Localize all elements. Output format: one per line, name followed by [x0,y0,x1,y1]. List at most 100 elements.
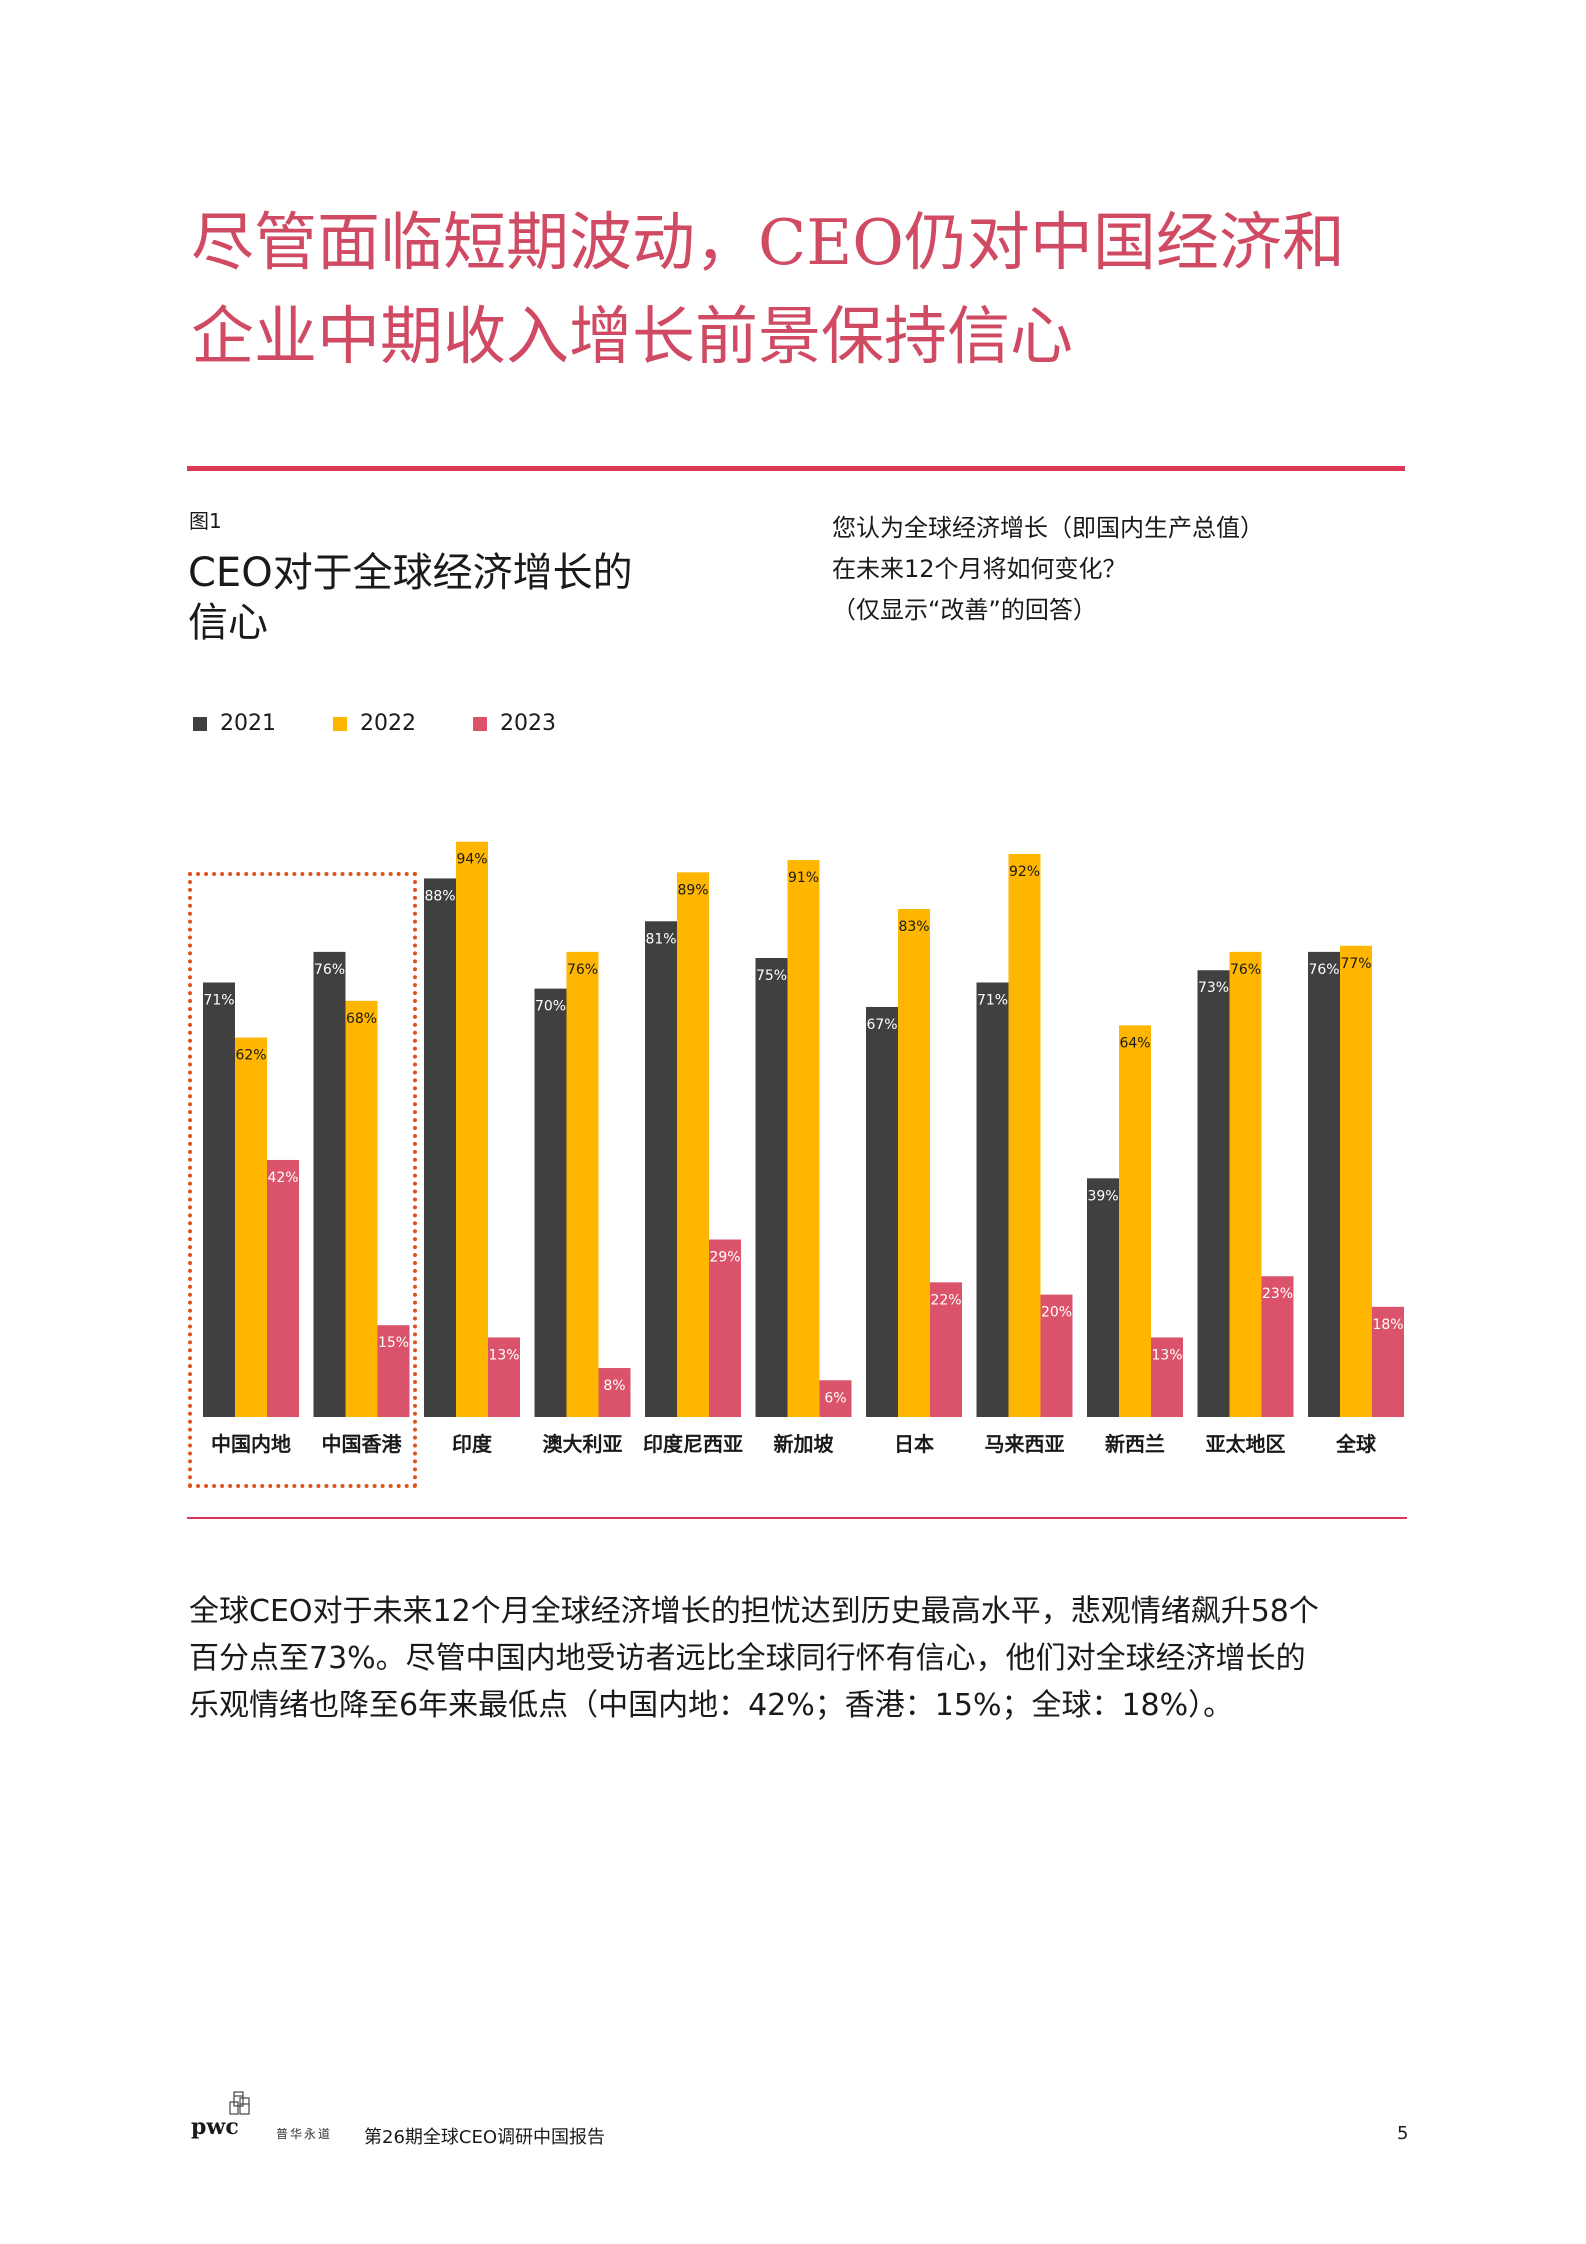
bar-2023 [1151,1337,1183,1417]
bar-2021 [976,982,1009,1417]
bar-2023 [1261,1276,1294,1417]
bar-2021 [645,921,677,1417]
data-label: 89% [677,882,708,898]
bar-2022 [677,872,709,1417]
bar-group: 81% 89% 29% 印度尼西亚 [643,872,743,1456]
report-name: 第26期全球CEO调研中国报告 [364,2127,606,2148]
bar-group: 67% 83% 22% 日本 [866,909,962,1456]
data-label: 64% [1119,1035,1150,1051]
bar-group: 70% 76% 8% 澳大利亚 [534,951,631,1456]
data-label: 20% [1041,1305,1072,1321]
pwc-logo-icon: pwc [191,2091,250,2140]
bar-2023 [819,1380,852,1417]
data-label: 6% [824,1390,846,1406]
bar-2021 [1197,970,1230,1417]
data-label: 94% [456,852,487,868]
data-label: 73% [1198,980,1229,996]
bar-group: 71% 92% 20% 马来西亚 [976,853,1073,1456]
bar-2022 [1229,951,1262,1417]
data-label: 22% [930,1292,961,1308]
bar-2022 [456,841,488,1417]
chart-title-line-2: 信心 [188,600,268,646]
legend-item-2022: 2022 [333,711,416,736]
legend-swatch [333,716,347,731]
data-label: 15% [378,1335,409,1351]
bar-2022 [566,951,599,1417]
data-label: 18% [1372,1317,1403,1333]
data-label: 62% [235,1048,266,1064]
bar-2022 [345,1000,378,1417]
bar-2023 [377,1325,410,1417]
legend-label: 2021 [220,711,276,736]
bar-2023 [1040,1294,1073,1417]
data-label: 88% [424,888,455,904]
survey-question-line-1: 您认为全球经济增长（即国内生产总值） [832,514,1264,542]
body-paragraph: 全球CEO对于未来12个月全球经济增长的担忧达到历史最高水平，悲观情绪飙升58个… [189,1588,1411,1729]
chart-title: CEO对于全球经济增长的 信心 [188,548,633,648]
data-label: 23% [1262,1286,1293,1302]
survey-question-line-2: 在未来12个月将如何变化？ [832,555,1127,583]
bar-2023 [267,1159,299,1417]
bar-2022 [1340,945,1372,1417]
bar-group: 76% 68% 15% 中国香港 [313,951,410,1456]
data-label: 42% [267,1170,298,1186]
bar-2023 [488,1337,520,1417]
data-label: 39% [1087,1188,1118,1204]
data-label: 70% [535,999,566,1015]
data-label: 13% [488,1347,519,1363]
bar-2021 [203,982,235,1417]
bar-chart: 71% 62% 42% 中国内地 76% 68% 15% 中国香港 88% 94% 13% 印度 70%… [203,841,1404,1456]
data-label: 13% [1151,1347,1182,1363]
bar-2021 [313,951,346,1417]
data-label: 29% [709,1250,740,1266]
bar-2021 [866,1006,898,1417]
bar-group: 76% 77% 18% 全球 [1308,945,1404,1456]
data-label: 92% [1009,864,1040,880]
bottom-divider [187,1517,1407,1519]
headline-line-1: 尽管面临短期波动，CEO仍对中国经济和 [191,206,1345,279]
data-label: 67% [866,1017,897,1033]
china-highlight-box [188,872,417,1488]
headline-line-2: 企业中期收入增长前景保持信心 [191,300,1073,373]
legend-item-2021: 2021 [193,711,276,736]
bar-group: 73%76% 23% 亚太地区 [1197,951,1294,1456]
category-label: 印度尼西亚 [643,1432,743,1456]
bar-2023 [1372,1306,1404,1417]
chart-legend: 2021 2022 2023 [193,711,556,736]
body-line-1: 全球CEO对于未来12个月全球经济增长的担忧达到历史最高水平，悲观情绪飙升58个 [189,1594,1319,1629]
pwc-logo: pwc [190,2088,262,2148]
bar-2022 [1008,853,1041,1417]
page-number: 5 [1397,2123,1409,2144]
page-headline: 尽管面临短期波动，CEO仍对中国经济和 企业中期收入增长前景保持信心 [191,196,1441,384]
chart-title-line-1: CEO对于全球经济增长的 [188,550,633,596]
legend-swatch [473,716,487,731]
category-label: 印度 [452,1432,493,1456]
legend-label: 2022 [360,711,416,736]
bar-2023 [930,1282,962,1417]
bar-2021 [1308,951,1340,1417]
data-label: 71% [203,992,234,1008]
bar-2023 [598,1368,631,1417]
bar-group: 75% 91% 6% 新加坡 [755,860,852,1456]
data-label: 77% [1340,956,1371,972]
data-label: 8% [603,1378,625,1394]
data-label: 76% [1308,962,1339,978]
data-label: 76% [567,962,598,978]
body-line-2: 百分点至73%。尽管中国内地受访者远比全球同行怀有信心，他们对全球经济增长的 [189,1641,1306,1676]
pwc-chinese-name: 普华永道 [276,2127,333,2141]
bar-2022 [235,1037,267,1417]
data-label: 76% [1230,962,1261,978]
category-label: 中国内地 [211,1432,291,1456]
legend-item-2023: 2023 [473,711,556,736]
category-label: 全球 [1335,1432,1377,1456]
category-label: 新加坡 [774,1432,835,1456]
bar-2023 [709,1239,741,1417]
bar-2022 [787,860,820,1417]
bar-2021 [1087,1178,1119,1417]
bar-2021 [534,988,567,1417]
data-label: 71% [977,992,1008,1008]
data-label: 68% [346,1011,377,1027]
legend-label: 2023 [500,711,556,736]
pwc-logo-text: pwc [191,2114,239,2140]
data-label: 91% [788,870,819,886]
